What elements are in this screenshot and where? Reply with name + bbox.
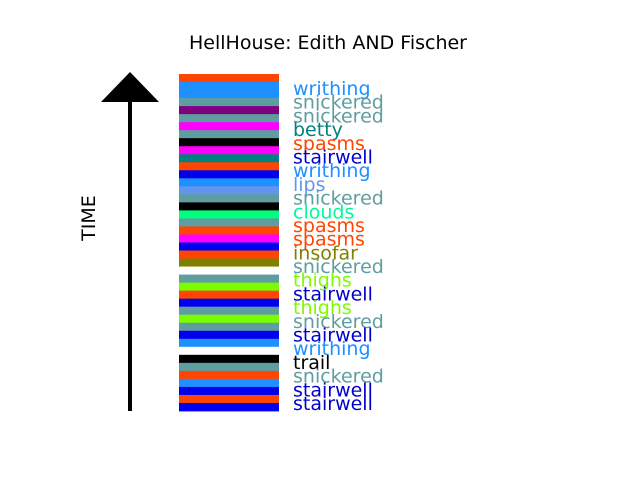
color-band xyxy=(179,242,279,251)
color-band xyxy=(179,330,279,340)
color-band xyxy=(179,290,279,300)
word-label: lips xyxy=(293,174,326,196)
color-band xyxy=(179,106,279,115)
word-label: spasms xyxy=(293,133,365,155)
word-label: thighs xyxy=(293,297,352,319)
color-band xyxy=(179,218,279,227)
color-band xyxy=(179,298,279,308)
color-band xyxy=(179,74,279,83)
word-label: spasms xyxy=(293,229,365,251)
color-band xyxy=(179,178,279,187)
color-band xyxy=(179,98,279,107)
color-band xyxy=(179,226,279,235)
color-band xyxy=(179,346,279,356)
color-band xyxy=(179,114,279,123)
color-band xyxy=(179,274,279,284)
time-arrow-head xyxy=(101,72,159,102)
color-band xyxy=(179,194,279,203)
color-band xyxy=(179,338,279,348)
y-axis-label: TIME xyxy=(78,195,100,242)
color-band xyxy=(179,354,279,364)
color-band xyxy=(179,322,279,332)
word-label: stairwell xyxy=(293,393,373,415)
word-label: betty xyxy=(293,119,343,141)
color-band xyxy=(179,362,279,372)
word-label: thighs xyxy=(293,270,352,292)
word-label: stairwell xyxy=(293,283,373,305)
color-band xyxy=(179,82,279,91)
word-label: snickered xyxy=(293,256,384,278)
word-label: writhing xyxy=(293,160,371,182)
word-label: snickered xyxy=(293,105,384,127)
word-label: stairwell xyxy=(293,325,373,347)
word-label: snickered xyxy=(293,366,384,388)
color-band xyxy=(179,146,279,155)
color-band xyxy=(179,306,279,316)
word-label: snickered xyxy=(293,188,384,210)
color-band xyxy=(179,370,279,380)
color-band xyxy=(179,314,279,324)
chart-title: HellHouse: Edith AND Fischer xyxy=(189,32,467,54)
color-band xyxy=(179,130,279,139)
word-label: writhing xyxy=(293,78,371,100)
word-label: snickered xyxy=(293,92,384,114)
color-band xyxy=(179,210,279,219)
color-band xyxy=(179,202,279,211)
color-band xyxy=(179,386,279,396)
color-band xyxy=(179,170,279,179)
color-band xyxy=(179,186,279,195)
word-label: clouds xyxy=(293,201,354,223)
color-band xyxy=(179,394,279,404)
color-band xyxy=(179,162,279,171)
word-label: stairwell xyxy=(293,146,373,168)
color-band xyxy=(179,266,279,275)
word-label: writhing xyxy=(293,338,371,360)
word-label: insofar xyxy=(293,242,358,264)
color-band xyxy=(179,402,279,412)
color-band xyxy=(179,138,279,147)
word-label: trail xyxy=(293,352,330,374)
color-band xyxy=(179,154,279,163)
color-band xyxy=(179,90,279,99)
word-label: snickered xyxy=(293,311,384,333)
color-band-stack xyxy=(179,74,279,412)
color-band xyxy=(179,250,279,259)
color-band xyxy=(179,258,279,267)
word-label: stairwell xyxy=(293,379,373,401)
word-label: spasms xyxy=(293,215,365,237)
color-band xyxy=(179,122,279,131)
color-band xyxy=(179,282,279,292)
word-label-list: writhingsnickeredsnickeredbettyspasmssta… xyxy=(293,78,384,415)
color-band xyxy=(179,234,279,243)
color-band xyxy=(179,378,279,388)
